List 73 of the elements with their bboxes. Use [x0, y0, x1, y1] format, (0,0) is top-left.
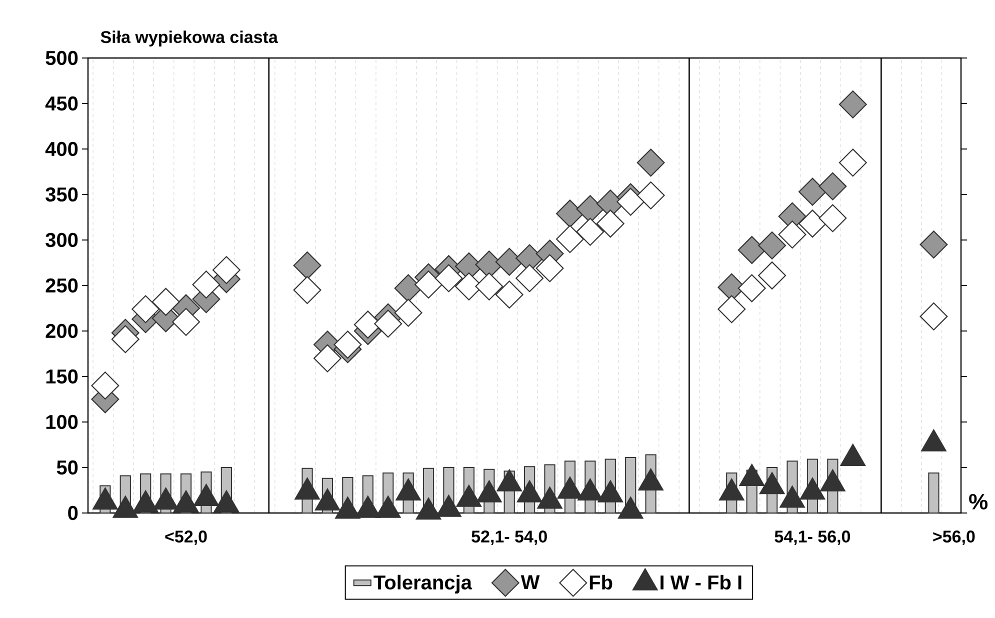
- point: [818, 172, 847, 200]
- x-axis-title: %: [969, 494, 988, 510]
- point: [396, 478, 421, 501]
- point: [556, 200, 584, 228]
- point: [820, 469, 846, 492]
- point: [214, 490, 240, 512]
- point: [293, 251, 322, 280]
- point: [374, 310, 402, 338]
- y-tick-label: 500: [46, 50, 78, 66]
- point: [194, 484, 219, 506]
- point: [718, 478, 744, 501]
- point: [132, 490, 158, 512]
- x-tick-label: 54,1- 56,0: [774, 530, 850, 546]
- point: [636, 148, 665, 177]
- point: [436, 494, 462, 517]
- point: [375, 496, 401, 518]
- point: [394, 274, 422, 302]
- point: [495, 248, 524, 276]
- y-tick-label: 300: [46, 232, 78, 248]
- point: [496, 469, 522, 492]
- point: [758, 231, 786, 260]
- point: [92, 488, 118, 510]
- point: [598, 480, 624, 502]
- point: [759, 472, 785, 494]
- y-tick-label: 250: [46, 278, 78, 293]
- point: [476, 480, 502, 502]
- point: [294, 478, 320, 500]
- point: [456, 484, 482, 507]
- point: [153, 488, 178, 510]
- point: [112, 496, 138, 518]
- point: [132, 295, 160, 324]
- point: [334, 330, 362, 359]
- point: [314, 488, 340, 511]
- point: [840, 444, 866, 466]
- y-tick-label: 100: [46, 414, 78, 430]
- point: [416, 498, 442, 520]
- point: [798, 178, 826, 206]
- point: [638, 468, 664, 491]
- point: [434, 264, 463, 292]
- point: [921, 429, 946, 452]
- point: [172, 308, 200, 336]
- point: [335, 496, 360, 519]
- point: [212, 256, 240, 284]
- y-tick-label: 150: [46, 369, 78, 384]
- point: [578, 478, 603, 501]
- x-tick-label: <52,0: [165, 530, 207, 546]
- legend-label: I W - Fb I: [660, 574, 742, 590]
- point: [920, 230, 948, 259]
- point: [800, 478, 826, 500]
- point: [618, 496, 644, 519]
- y-tick-label: 200: [46, 324, 78, 338]
- point: [536, 254, 564, 282]
- point: [537, 486, 562, 509]
- point: [738, 236, 766, 264]
- y-tick-label: 400: [45, 142, 78, 156]
- y-tick-label: 50: [56, 460, 78, 475]
- y-tick-label: 450: [45, 96, 78, 111]
- point: [739, 464, 765, 486]
- y-tick-label: 350: [46, 187, 78, 202]
- point: [516, 480, 542, 502]
- point: [780, 486, 805, 508]
- legend-label: Tolerancja: [374, 574, 472, 594]
- point: [111, 325, 140, 354]
- chart-title: Siła wypiekowa ciasta: [100, 30, 278, 46]
- bar: [928, 472, 940, 514]
- legend-label: Fb: [590, 574, 612, 590]
- x-tick-label: >56,0: [933, 530, 975, 546]
- point: [414, 270, 442, 299]
- legend-label: W: [520, 575, 540, 589]
- x-tick-label: 52,1- 54,0: [472, 530, 547, 546]
- y-tick-label: 0: [68, 506, 78, 520]
- point: [616, 188, 645, 216]
- point: [173, 490, 199, 512]
